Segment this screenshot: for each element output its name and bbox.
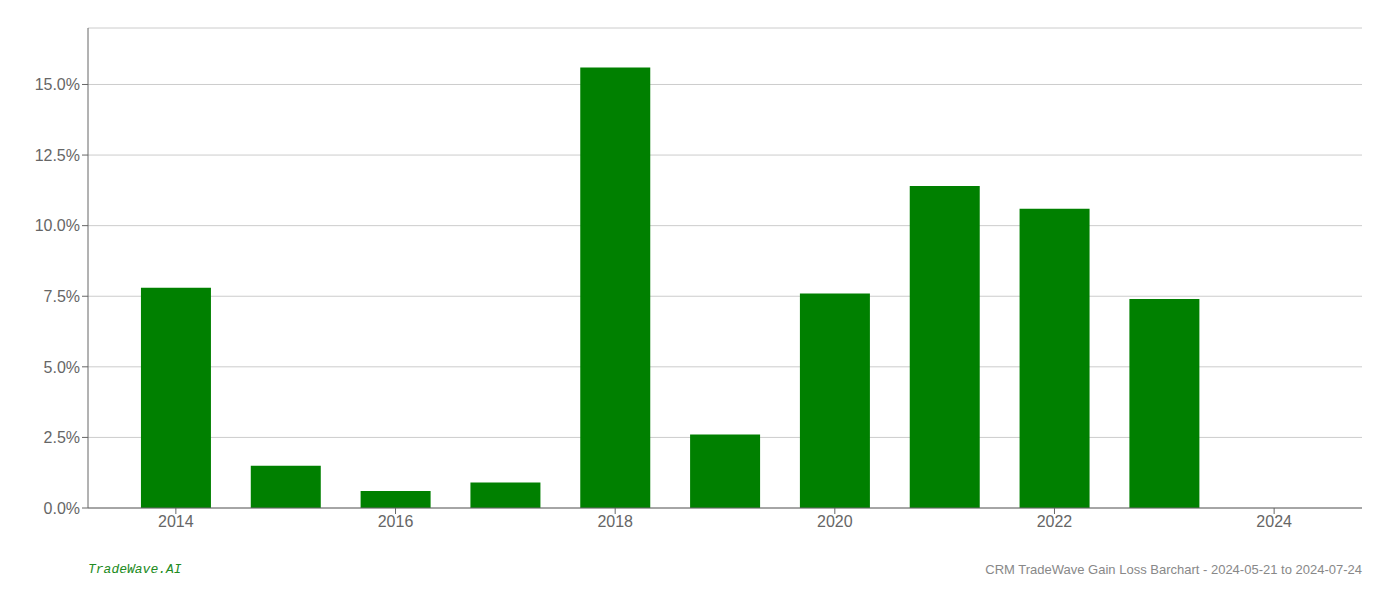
svg-text:2.5%: 2.5% xyxy=(44,429,80,446)
svg-text:2016: 2016 xyxy=(378,513,414,530)
svg-text:15.0%: 15.0% xyxy=(35,76,80,93)
svg-text:10.0%: 10.0% xyxy=(35,217,80,234)
svg-text:5.0%: 5.0% xyxy=(44,359,80,376)
svg-text:2018: 2018 xyxy=(597,513,633,530)
svg-text:2022: 2022 xyxy=(1037,513,1073,530)
svg-text:7.5%: 7.5% xyxy=(44,288,80,305)
html-text:CRM TradeWave Gain Loss Barcha: CRM TradeWave Gain Loss Barchart - 2024-… xyxy=(985,562,1362,577)
svg-text:2024: 2024 xyxy=(1256,513,1292,530)
svg-text:12.5%: 12.5% xyxy=(35,147,80,164)
svg-text:0.0%: 0.0% xyxy=(44,500,80,517)
svg-text:2020: 2020 xyxy=(817,513,853,530)
html-text:TradeWave.AI: TradeWave.AI xyxy=(88,562,182,577)
svg-text:2014: 2014 xyxy=(158,513,194,530)
